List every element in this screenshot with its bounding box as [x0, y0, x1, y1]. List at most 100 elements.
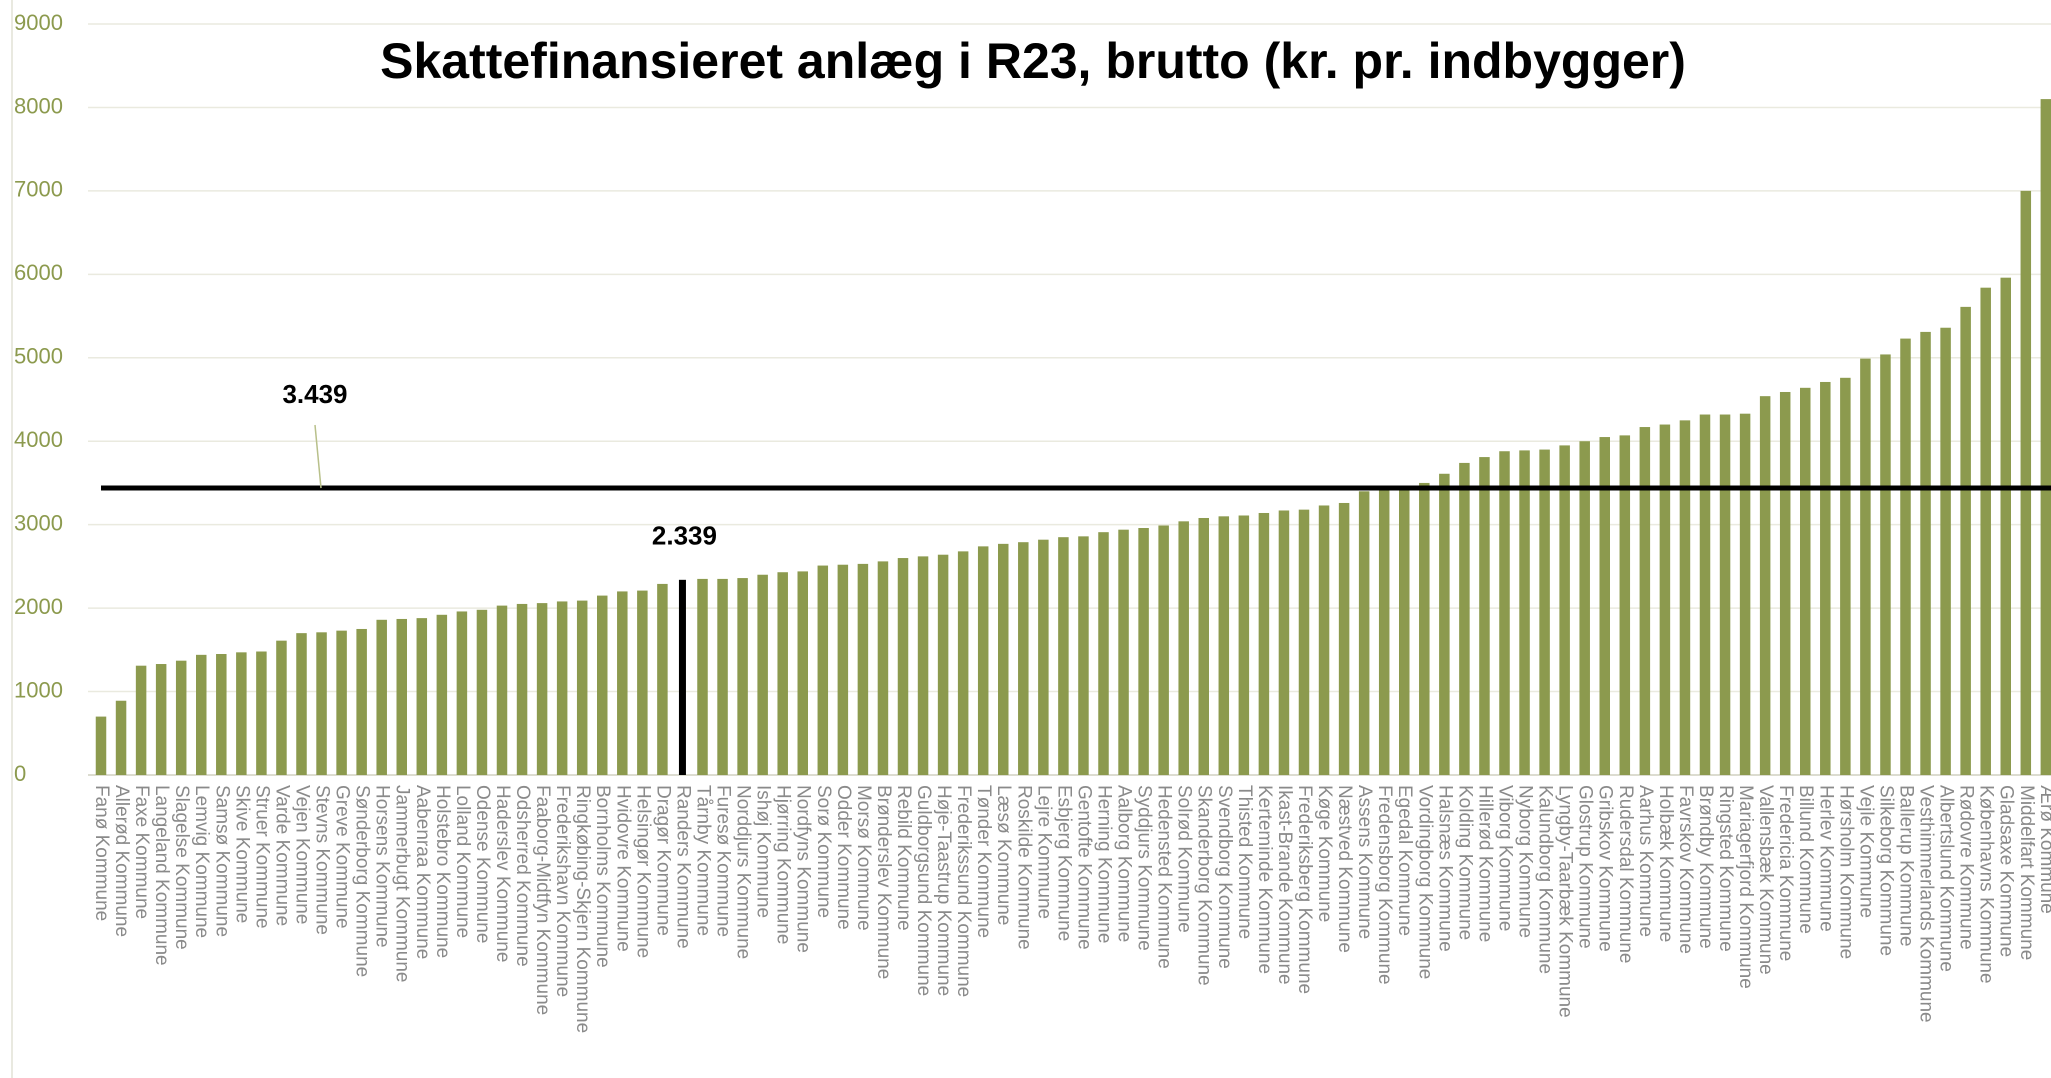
bar [1960, 306, 1971, 775]
bar [2040, 99, 2051, 776]
bar [1900, 338, 1911, 775]
bar [1278, 510, 1290, 775]
bar [1138, 528, 1149, 775]
x-tick-label: Køge Kommune [1314, 785, 1335, 922]
x-tick-label: Gribskov Kommune [1595, 785, 1616, 952]
data-label: 2.339 [652, 521, 717, 551]
x-tick-label: Odsherred Kommune [512, 785, 533, 967]
x-tick-label: Sorø Kommune [813, 785, 834, 918]
x-tick-label: Guldborgsund Kommune [913, 785, 934, 996]
x-tick-label: Greve Kommune [332, 785, 353, 929]
y-tick-label: 1000 [14, 677, 63, 702]
x-tick-label: Horsens Kommune [372, 785, 393, 948]
bar [1840, 377, 1851, 775]
bar [1318, 505, 1330, 775]
bar [1378, 489, 1390, 775]
x-tick-label: Københavns Kommune [1976, 785, 1997, 984]
bar [516, 603, 528, 775]
x-tick-label: Vejen Kommune [291, 785, 312, 924]
x-tick-label: Rødovre Kommune [1956, 785, 1977, 950]
x-tick-label: Vesthimmerlands Kommune [1916, 785, 1937, 1023]
bar [1338, 502, 1350, 775]
bar [2020, 190, 2032, 775]
bar [476, 609, 488, 775]
x-tick-label: Aarhus Kommune [1635, 785, 1656, 937]
y-tick-label: 8000 [14, 93, 63, 118]
x-tick-label: Favrskov Kommune [1675, 785, 1696, 954]
annotation-leader [314, 424, 322, 489]
x-tick-label: Egedal Kommune [1394, 785, 1415, 936]
x-tick-label: Viborg Kommune [1494, 785, 1515, 931]
x-tick-label: Varde Kommune [271, 785, 292, 926]
bar [356, 628, 367, 775]
x-tick-label: Randers Kommune [672, 785, 693, 949]
bar [757, 574, 768, 775]
x-tick-label: Norddjurs Kommune [733, 785, 754, 959]
bar [1940, 327, 1951, 775]
bar [256, 651, 267, 775]
x-tick-label: Ringkøbing-Skjern Kommune [572, 785, 593, 1033]
x-tick-label: Frederikssund Kommune [953, 785, 974, 997]
bar [436, 614, 448, 775]
bar [1098, 532, 1109, 775]
bar [1539, 449, 1550, 775]
x-tick-label: Lyngby-Taarbæk Kommune [1555, 785, 1576, 1018]
bar [115, 700, 127, 775]
x-tick-label: Syddjurs Kommune [1134, 785, 1155, 951]
x-tick-label: Faaborg-Midtfyn Kommune [532, 785, 553, 1015]
bar [316, 632, 327, 775]
x-tick-label: Skanderborg Kommune [1194, 785, 1215, 986]
bar [1479, 457, 1490, 775]
bar [1419, 482, 1430, 775]
bar [797, 571, 808, 775]
bar [678, 579, 686, 775]
bar [1178, 521, 1189, 775]
bar [1599, 437, 1610, 775]
x-tick-label: Hillerød Kommune [1474, 785, 1495, 942]
bar [1499, 451, 1510, 775]
x-tick-label: Ringsted Kommune [1715, 785, 1736, 952]
bar [135, 665, 147, 775]
x-tick-label: Nordfyns Kommune [793, 785, 814, 953]
reference-label: 3.439 [282, 379, 347, 409]
x-tick-label: Læsø Kommune [993, 785, 1014, 925]
x-tick-label: Odense Kommune [472, 785, 493, 943]
x-tick-label: Tønder Kommune [973, 785, 994, 938]
bar [1860, 358, 1871, 775]
bar [1038, 539, 1049, 775]
x-tick-label: Høje-Taastrup Kommune [933, 785, 954, 996]
x-tick-label: Ærø Kommune [2036, 785, 2051, 914]
x-tick-label: Brøndby Kommune [1695, 785, 1716, 949]
bar [697, 578, 708, 775]
bar [196, 654, 207, 775]
bar [1158, 525, 1169, 775]
y-tick-label: 7000 [14, 177, 63, 202]
bar [296, 633, 307, 775]
bar [536, 603, 548, 775]
x-tick-label: Rebild Kommune [893, 785, 914, 931]
bar [496, 605, 508, 775]
x-tick-label: Jammerbugt Kommune [392, 785, 413, 982]
x-tick-label: Assens Kommune [1354, 785, 1375, 939]
x-tick-label: Sønderborg Kommune [352, 785, 373, 977]
bar [1719, 414, 1731, 775]
bar [1880, 354, 1891, 775]
x-tick-label: Holbæk Kommune [1655, 785, 1676, 942]
bar [556, 601, 568, 775]
bar [1759, 396, 1771, 775]
bar [1519, 450, 1530, 775]
x-tick-label: Allerød Kommune [111, 785, 132, 937]
x-tick-label: Roskilde Kommune [1013, 785, 1034, 950]
bar [1399, 487, 1410, 775]
x-tick-label: Gladsaxe Kommune [1996, 785, 2017, 957]
bar [717, 578, 728, 775]
x-tick-label: Ballerup Kommune [1895, 785, 1916, 947]
bar [937, 554, 949, 775]
x-tick-label: Hedensted Kommune [1154, 785, 1175, 969]
bar [1619, 435, 1631, 775]
x-tick-label: Fredensborg Kommune [1374, 785, 1395, 985]
x-tick-label: Holstebro Kommune [432, 785, 453, 958]
x-tick-label: Brønderslev Kommune [873, 785, 894, 979]
x-tick-label: Struer Kommune [251, 785, 272, 929]
x-tick-label: Aalborg Kommune [1114, 785, 1135, 942]
